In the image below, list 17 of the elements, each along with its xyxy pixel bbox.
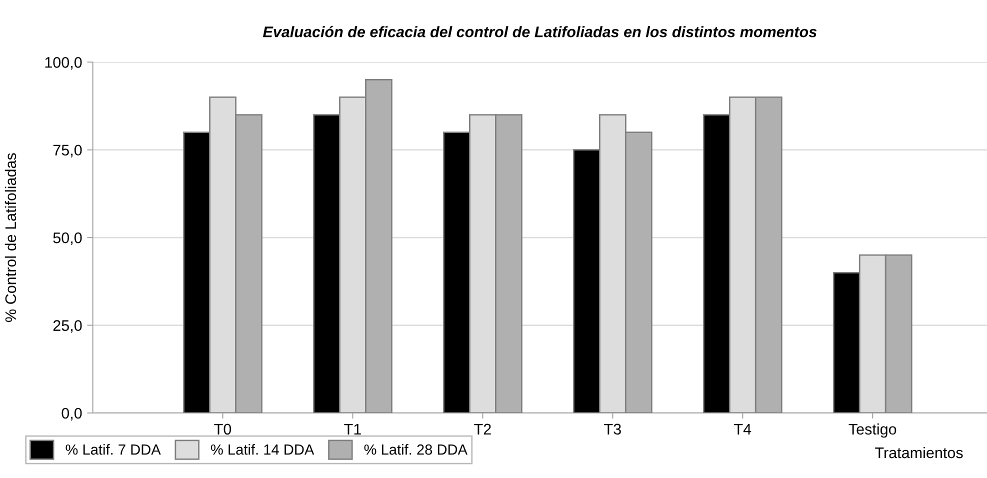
y-tick-label: 75,0 bbox=[53, 144, 82, 158]
x-tick-label: Testigo bbox=[848, 423, 896, 438]
y-axis-title: % Control de Latifoliadas bbox=[4, 153, 16, 322]
chart-title: Evaluación de eficacia del control de Latifoliadas en los distintos momentos bbox=[262, 26, 817, 38]
legend-label: % Latif. 28 DDA bbox=[364, 444, 468, 455]
y-tick-label: 25,0 bbox=[53, 320, 82, 333]
y-tick-label: 0,0 bbox=[62, 408, 82, 420]
x-tick-label: T0 bbox=[214, 424, 232, 435]
x-tick-label: T1 bbox=[344, 424, 361, 434]
x-axis-title: Tratamientos bbox=[875, 446, 963, 458]
x-tick-label: T2 bbox=[474, 424, 491, 434]
legend-label: % Latif. 14 DDA bbox=[210, 444, 314, 455]
y-tick-label: 100,0 bbox=[45, 57, 82, 70]
x-tick-label: T3 bbox=[604, 424, 621, 435]
legend-label: % Latif. 7 DDA bbox=[66, 444, 161, 455]
y-tick-label: 50,0 bbox=[53, 232, 82, 246]
x-tick-label: T4 bbox=[734, 424, 752, 434]
